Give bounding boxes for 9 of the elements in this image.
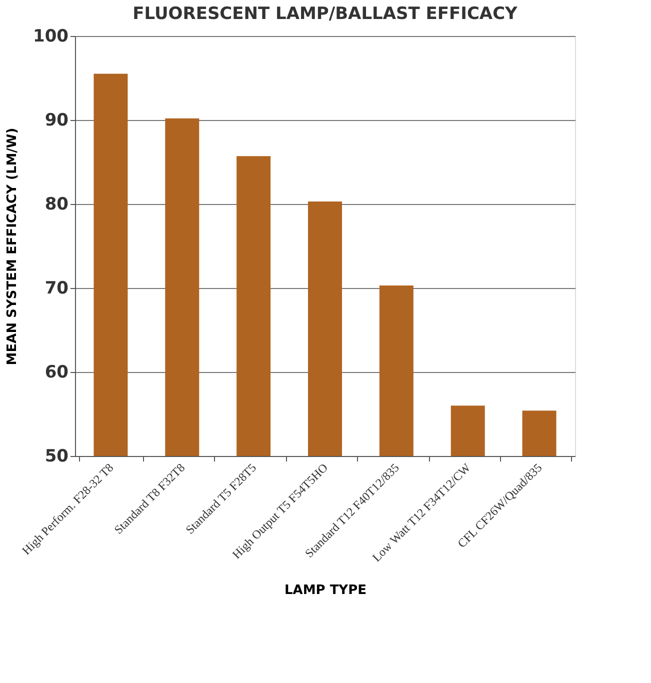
y-tick-label: 100 [33, 26, 69, 46]
x-axis-title: LAMP TYPE [284, 583, 367, 598]
y-tick-label: 50 [44, 446, 69, 466]
chart-title: FLUORESCENT LAMP/BALLAST EFFICACY [132, 4, 518, 24]
y-tick-label: 70 [44, 278, 69, 298]
y-axis-title: MEAN SYSTEM EFFICACY (LM/W) [5, 128, 20, 366]
y-tick-label: 80 [44, 194, 69, 214]
y-tick-label: 90 [44, 110, 69, 130]
y-tick-label: 60 [44, 362, 69, 382]
